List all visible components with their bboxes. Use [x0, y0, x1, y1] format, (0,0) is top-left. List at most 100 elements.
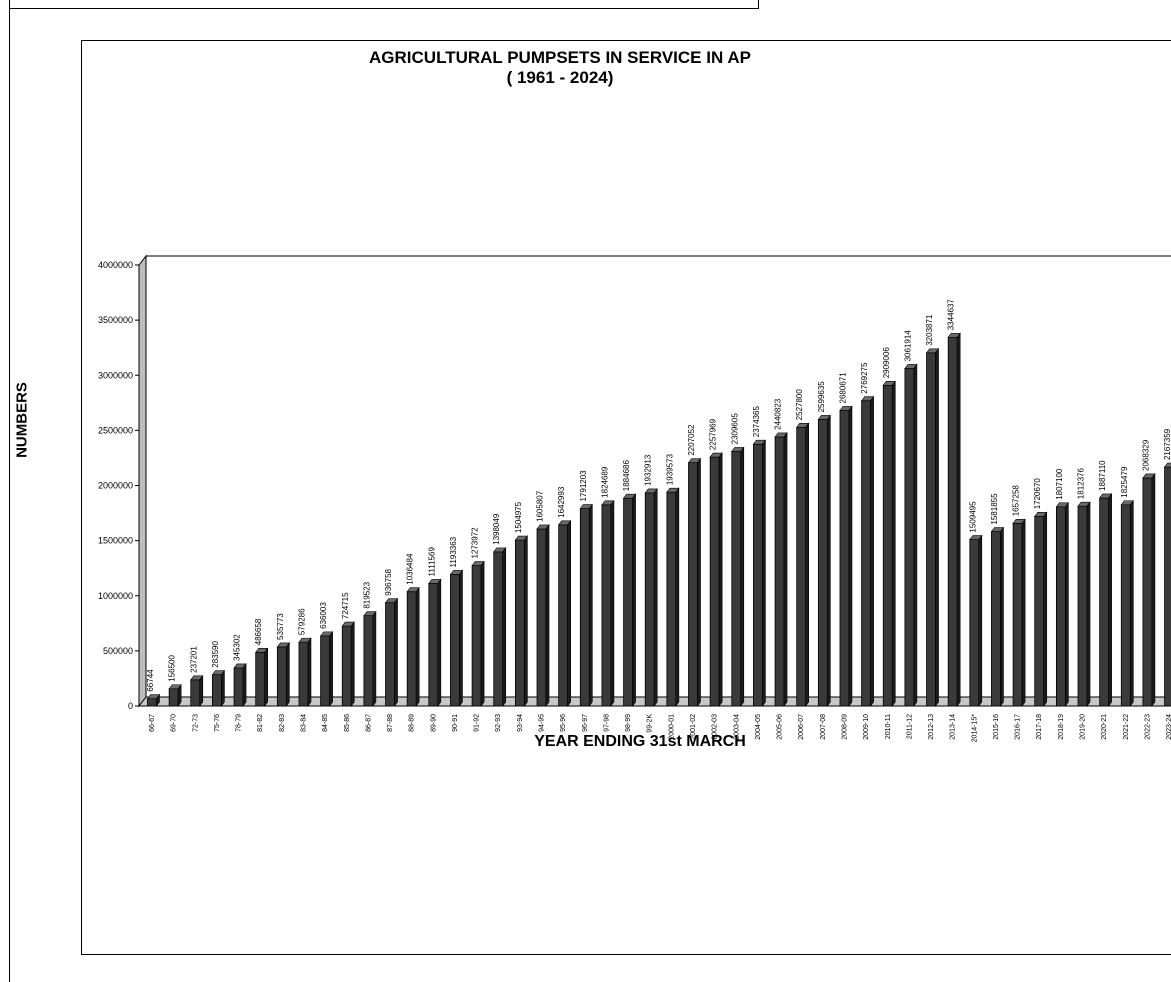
category-label: 90-91	[452, 714, 459, 732]
bar	[579, 508, 590, 707]
data-label: 2680671	[838, 372, 847, 404]
x-axis-label: YEAR ENDING 31st MARCH	[534, 733, 746, 750]
y-tick-label: 2500000	[98, 425, 133, 435]
y-tick-label: 0	[128, 701, 133, 711]
sheet-border-left	[9, 0, 10, 982]
bar-side	[156, 693, 160, 707]
bar	[320, 635, 331, 707]
bar-side	[610, 499, 615, 707]
bar	[190, 679, 201, 707]
bar	[514, 539, 525, 707]
bar-side	[978, 534, 983, 707]
bar	[1012, 522, 1023, 707]
bar	[341, 625, 352, 707]
bar-side	[1086, 501, 1091, 707]
sheet-border-tick	[758, 0, 759, 9]
bar-top	[1163, 462, 1171, 468]
bar	[991, 531, 1001, 707]
data-label: 724715	[341, 592, 350, 619]
bar-side	[913, 363, 918, 707]
category-label: 75-76	[214, 714, 221, 732]
y-tick-label: 1500000	[98, 536, 133, 546]
data-label: 2167359	[1163, 428, 1171, 460]
bar	[861, 400, 872, 707]
data-label: 1720670	[1033, 478, 1042, 510]
bar-side	[329, 630, 333, 707]
category-label: 72-73	[192, 714, 199, 732]
bar	[882, 384, 893, 707]
bar	[298, 641, 309, 707]
bar	[969, 539, 980, 707]
data-label: 2909006	[882, 347, 891, 379]
y-tick-label: 500000	[103, 646, 133, 656]
data-label: 1657258	[1012, 485, 1021, 517]
category-label: 69-70	[171, 714, 178, 732]
category-label: 2019-20	[1080, 714, 1087, 740]
data-label: 345302	[233, 634, 242, 661]
bar-side	[567, 519, 571, 707]
bar	[233, 667, 244, 707]
bar	[753, 443, 763, 707]
bar-side	[480, 560, 485, 707]
data-label: 1509495	[968, 501, 977, 533]
y-tick-label: 3500000	[98, 315, 133, 325]
category-label: 84-85	[322, 714, 329, 732]
data-label: 1193363	[449, 536, 458, 567]
bar	[709, 456, 720, 707]
bar	[255, 651, 266, 707]
bar	[385, 602, 395, 707]
category-label: 89-90	[430, 714, 437, 732]
bar-side	[242, 663, 247, 707]
bar	[1120, 504, 1131, 707]
bar	[817, 418, 828, 707]
bar	[471, 565, 482, 707]
bar-side	[524, 535, 528, 707]
data-label: 1605807	[536, 490, 545, 522]
category-label: 2012-13	[928, 714, 935, 740]
category-label: 94-95	[539, 714, 546, 732]
category-label: 2020-21	[1101, 714, 1108, 740]
bar	[904, 368, 915, 707]
category-label: 83-84	[300, 714, 307, 732]
bar	[1099, 497, 1110, 707]
data-label: 2257969	[709, 418, 718, 450]
category-label: 87-88	[387, 714, 394, 732]
bar	[147, 698, 157, 707]
data-label: 1825479	[1120, 466, 1129, 498]
bar	[839, 410, 850, 707]
data-label: 636003	[319, 602, 328, 629]
bar	[363, 615, 374, 707]
bar-side	[740, 446, 745, 707]
bar-side	[718, 452, 723, 707]
bar-side	[675, 487, 680, 707]
data-label: 1812376	[1077, 467, 1086, 499]
category-label: 2014-15*	[971, 714, 978, 743]
data-label: 1887110	[1098, 460, 1107, 491]
bar-side	[437, 578, 442, 707]
data-label: 2068329	[1141, 439, 1150, 471]
bar-side	[372, 610, 377, 707]
chart-title: AGRICULTURAL PUMPSETS IN SERVICE IN AP	[369, 48, 751, 67]
category-label: 2015-16	[993, 714, 1000, 740]
data-label: 1642993	[557, 486, 566, 518]
data-label: 1807100	[1055, 468, 1064, 500]
data-label: 2374365	[752, 406, 761, 438]
bar	[926, 352, 936, 707]
category-label: 2000-01	[668, 714, 675, 740]
bar	[212, 674, 222, 707]
bar-side	[286, 642, 290, 707]
bar	[558, 524, 569, 707]
data-label: 2769275	[860, 362, 869, 394]
bar-side	[935, 347, 939, 707]
data-label: 1824689	[600, 466, 609, 498]
bar	[1055, 506, 1066, 707]
bar	[168, 688, 179, 707]
category-label: 81-82	[257, 714, 264, 732]
data-label: 579286	[297, 608, 306, 635]
sheet-border-top	[9, 8, 759, 9]
bar-side	[956, 332, 961, 707]
bar	[1164, 466, 1171, 707]
bar-side	[762, 439, 766, 707]
bar	[536, 528, 547, 707]
